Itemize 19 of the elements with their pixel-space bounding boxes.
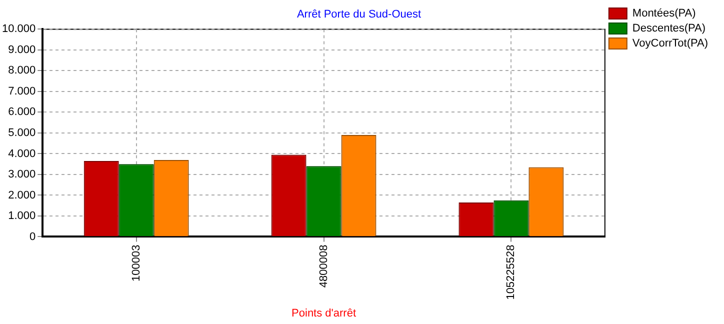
y-tick-label: 1.000 — [8, 210, 36, 222]
x-tick-label: 105225528 — [505, 244, 518, 300]
chart-title: Arrêt Porte du Sud-Ouest — [296, 8, 422, 21]
y-tick-label: 3.000 — [8, 168, 36, 181]
y-tick-label: 2.000 — [8, 189, 36, 202]
legend-label: VoyCorrTot(PA) — [632, 38, 708, 50]
y-tick-label: 0 — [30, 230, 36, 243]
y-tick-label: 8.000 — [8, 64, 36, 77]
legend-label: Descentes(PA) — [632, 22, 706, 35]
x-tick-label: 100003 — [130, 244, 142, 282]
y-tick-label: 10.000 — [2, 23, 36, 36]
legend-label: Montées(PA) — [632, 8, 696, 20]
y-tick-label: 9.000 — [8, 44, 36, 56]
y-tick-label: 7.000 — [8, 85, 36, 98]
y-tick-label: 5.000 — [8, 127, 36, 139]
x-tick-label: 4800008 — [318, 244, 330, 288]
y-tick-label: 4.000 — [8, 148, 36, 160]
y-tick-label: 6.000 — [8, 106, 36, 118]
x-axis-title: Points d'arrêt — [292, 307, 356, 320]
